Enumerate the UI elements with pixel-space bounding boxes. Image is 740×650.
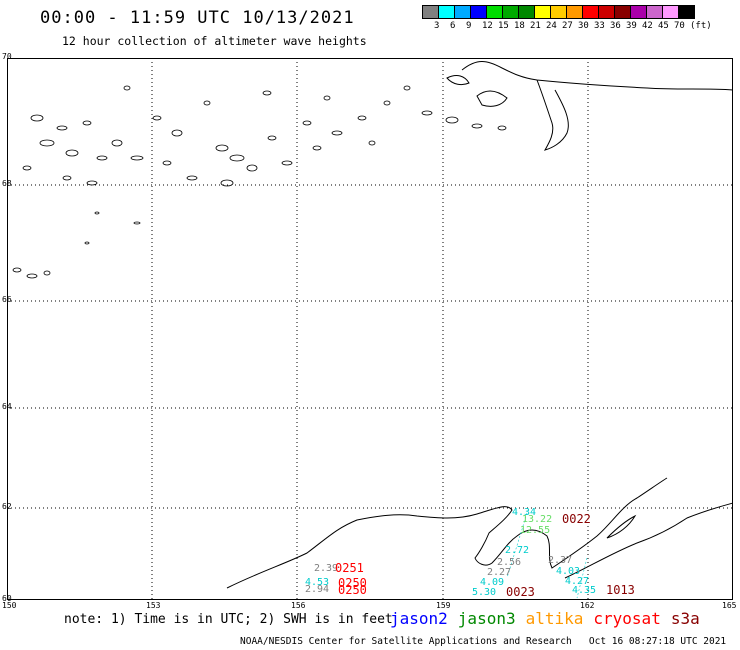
lon-label: 153 xyxy=(146,601,161,610)
satellite-jason2: jason2 xyxy=(390,609,448,628)
satellite-s3a: s3a xyxy=(670,609,700,628)
legend-swatch xyxy=(422,5,439,19)
footer-note: note: 1) Time is in UTC; 2) SWH is in fe… xyxy=(64,612,393,627)
wave-value: 5.30 xyxy=(472,587,497,598)
legend-swatch xyxy=(662,5,679,19)
wave-value: 2.56 xyxy=(497,557,522,568)
satellite-cryosat: cryosat xyxy=(593,609,661,628)
legend-swatch xyxy=(582,5,599,19)
track-label: 0022 xyxy=(562,512,591,526)
map-frame xyxy=(7,58,733,600)
satellite-legend: jason2 jason3 altika cryosat s3a xyxy=(390,609,710,628)
legend-swatch xyxy=(518,5,535,19)
track-label: 0250 xyxy=(338,583,367,597)
legend-label: 39 xyxy=(626,21,637,31)
track-label: 0250 xyxy=(338,576,367,590)
page-title: 00:00 - 11:59 UTC 10/13/2021 xyxy=(40,8,355,28)
legend-swatch xyxy=(630,5,647,19)
wave-value: 2.39 xyxy=(314,563,339,574)
legend-label: 9 xyxy=(466,21,472,31)
lat-label: 62 xyxy=(2,502,12,511)
legend-swatch xyxy=(550,5,567,19)
legend-label: 18 xyxy=(514,21,525,31)
legend-swatch xyxy=(502,5,519,19)
lon-label: 159 xyxy=(436,601,451,610)
legend-swatch xyxy=(470,5,487,19)
wave-value: 2.27 xyxy=(487,567,512,578)
color-legend xyxy=(422,5,695,19)
wave-value: 4.53 xyxy=(305,577,330,588)
legend-swatch xyxy=(678,5,695,19)
legend-swatch xyxy=(566,5,583,19)
legend-label: (ft) xyxy=(690,21,712,31)
legend-label: 12 xyxy=(482,21,493,31)
lat-label: 66 xyxy=(2,295,12,304)
legend-label: 3 xyxy=(434,21,440,31)
credit-line: NOAA/NESDIS Center for Satellite Applica… xyxy=(240,636,727,647)
track-label: 0251 xyxy=(335,561,364,575)
satellite-tracks xyxy=(506,512,588,599)
legend-label: 30 xyxy=(578,21,589,31)
page-subtitle: 12 hour collection of altimeter wave hei… xyxy=(62,34,367,48)
legend-label: 6 xyxy=(450,21,456,31)
legend-swatch xyxy=(614,5,631,19)
south-coastline xyxy=(226,477,733,589)
graticule xyxy=(7,58,733,600)
wave-value: 12.55 xyxy=(520,525,551,536)
legend-label: 42 xyxy=(642,21,653,31)
legend-swatch xyxy=(534,5,551,19)
legend-label: 45 xyxy=(658,21,669,31)
wave-value: 4.27 xyxy=(565,576,590,587)
wave-value: 2.37 xyxy=(548,555,573,566)
sea-ice-contours xyxy=(12,85,507,279)
lon-label: 165 xyxy=(722,601,737,610)
legend-swatch xyxy=(438,5,455,19)
satellite-jason3: jason3 xyxy=(457,609,516,628)
legend-label: 21 xyxy=(530,21,541,31)
legend-swatch xyxy=(598,5,615,19)
legend-label: 33 xyxy=(594,21,605,31)
lat-label: 60 xyxy=(2,594,12,603)
wave-value: 2.72 xyxy=(505,545,530,556)
wave-value: 4.03 xyxy=(556,566,581,577)
lat-label: 70 xyxy=(2,52,12,61)
legend-label: 36 xyxy=(610,21,621,31)
wave-value: 4.35 xyxy=(572,585,597,596)
legend-swatch xyxy=(486,5,503,19)
legend-label: 15 xyxy=(498,21,509,31)
track-label: 0023 xyxy=(506,585,535,599)
legend-swatch xyxy=(646,5,663,19)
wave-value: 4.09 xyxy=(480,577,505,588)
legend-label: 70 xyxy=(674,21,685,31)
legend-swatch xyxy=(454,5,471,19)
wave-value: 4.34 xyxy=(512,507,537,518)
wave-value: 2.94 xyxy=(305,584,330,595)
lon-label: 162 xyxy=(580,601,595,610)
wave-height-map xyxy=(7,58,733,600)
legend-label: 27 xyxy=(562,21,573,31)
lat-label: 68 xyxy=(2,179,12,188)
legend-label: 24 xyxy=(546,21,557,31)
lon-label: 150 xyxy=(2,601,17,610)
lat-label: 64 xyxy=(2,402,12,411)
lon-label: 156 xyxy=(291,601,306,610)
satellite-altika: altika xyxy=(525,609,584,628)
track-label: 1013 xyxy=(606,583,635,597)
north-coastline xyxy=(446,61,733,151)
wave-value: 13.22 xyxy=(522,514,553,525)
